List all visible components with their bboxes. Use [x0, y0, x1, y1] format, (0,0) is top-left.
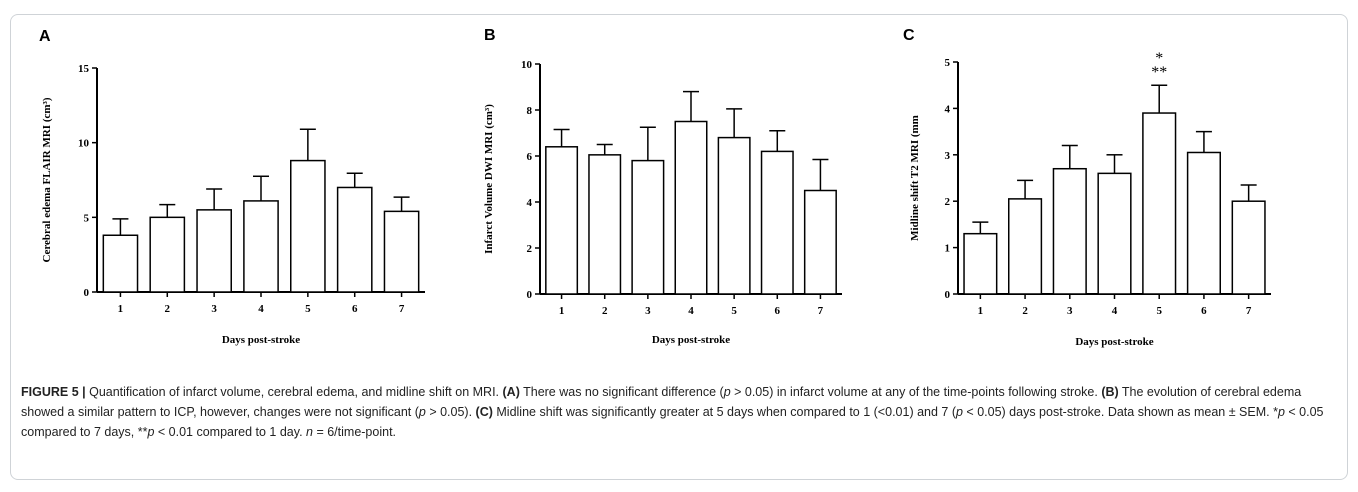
- caption-segment: p: [418, 405, 426, 419]
- bar: [1231, 200, 1266, 295]
- y-tick-label: 2: [527, 243, 533, 255]
- bar: [1142, 112, 1177, 295]
- bar: [803, 189, 837, 295]
- x-tick-label: 2: [602, 305, 608, 317]
- bar: [1052, 167, 1087, 295]
- x-tick-label: 4: [1112, 305, 1118, 317]
- caption-segment: < 0.01 compared to 1 day.: [154, 425, 307, 439]
- caption-segment: p: [723, 385, 731, 399]
- caption-segment: = 6/time-point.: [312, 425, 397, 439]
- bar: [243, 200, 279, 293]
- y-tick-label: 0: [945, 289, 951, 301]
- x-axis-title: Days post-stroke: [222, 334, 300, 346]
- bar: [760, 150, 794, 295]
- y-tick-label: 10: [78, 138, 90, 150]
- x-tick-label: 3: [1067, 305, 1073, 317]
- x-axis-title: Days post-stroke: [1075, 336, 1153, 348]
- bar: [196, 209, 232, 293]
- bar: [149, 216, 186, 293]
- y-axis-title: Midline shift T2 MRI (mm: [909, 115, 921, 241]
- x-tick-label: 4: [258, 303, 264, 315]
- caption-segment: p: [956, 405, 963, 419]
- x-tick-label: 5: [731, 305, 737, 317]
- x-tick-label: 3: [211, 303, 217, 315]
- bar: [336, 186, 373, 293]
- caption-segment: (B): [1101, 385, 1119, 399]
- caption-segment: Quantification of infarct volume, cerebr…: [85, 385, 503, 399]
- x-tick-label: 4: [688, 305, 694, 317]
- x-tick-label: 7: [818, 305, 824, 317]
- bar: [588, 154, 622, 295]
- bar: [545, 146, 579, 295]
- bar: [674, 120, 708, 295]
- y-tick-label: 3: [945, 150, 951, 162]
- x-tick-label: 6: [352, 303, 358, 315]
- x-axis-title: Days post-stroke: [652, 334, 730, 346]
- x-tick-label: 5: [1156, 305, 1162, 317]
- y-tick-label: 5: [945, 57, 951, 69]
- y-tick-label: 15: [78, 63, 90, 75]
- caption-segment: < 0.05) days post-stroke. Data shown as …: [962, 405, 1278, 419]
- caption-segment: > 0.05) in infarct volume at any of the …: [730, 385, 1102, 399]
- caption-segment: There was no significant difference (: [519, 385, 724, 399]
- x-tick-label: 6: [1201, 305, 1207, 317]
- panel-letter: C: [903, 27, 915, 44]
- y-tick-label: 6: [527, 151, 533, 163]
- y-tick-label: 8: [527, 105, 533, 117]
- significance-marker: **: [1151, 64, 1167, 81]
- bar: [963, 232, 998, 295]
- y-tick-label: 4: [527, 197, 533, 209]
- bar: [1008, 198, 1043, 295]
- caption-text: Quantification of infarct volume, cerebr…: [21, 385, 1323, 439]
- x-tick-label: 1: [978, 305, 984, 317]
- y-axis-title: Cerebral edema FLAIR MRI (cm³): [41, 97, 53, 262]
- bar: [383, 210, 420, 293]
- caption-segment: The evolution of cerebral edema showed a…: [21, 385, 1302, 419]
- x-tick-label: 1: [118, 303, 124, 315]
- panel-letter: A: [39, 28, 51, 45]
- y-tick-label: 2: [945, 196, 951, 208]
- x-tick-label: 7: [1246, 305, 1252, 317]
- bar: [102, 234, 139, 293]
- panel-letter: B: [484, 27, 496, 44]
- caption-segment: Midline shift was significantly greater …: [492, 405, 956, 419]
- x-tick-label: 2: [1022, 305, 1028, 317]
- figure-caption: FIGURE 5 | Quantification of infarct vol…: [21, 382, 1339, 442]
- x-tick-label: 2: [165, 303, 171, 315]
- y-tick-label: 10: [521, 59, 533, 71]
- bar: [1186, 151, 1221, 295]
- x-tick-label: 3: [645, 305, 651, 317]
- y-tick-label: 4: [945, 103, 951, 115]
- x-tick-label: 1: [559, 305, 565, 317]
- caption-label: FIGURE 5 |: [21, 385, 86, 399]
- caption-segment: > 0.05).: [425, 405, 476, 419]
- caption-segment: p: [1277, 405, 1285, 419]
- y-axis-title: Infarct Volume DWI MRI (cm³): [483, 104, 495, 254]
- caption-segment: p: [147, 425, 155, 439]
- caption-segment: (C): [475, 405, 493, 419]
- caption-segment: n: [306, 425, 313, 439]
- significance-marker: *: [1155, 50, 1163, 67]
- bar: [717, 136, 751, 295]
- y-tick-label: 5: [84, 212, 90, 224]
- y-tick-label: 0: [527, 289, 533, 301]
- y-tick-label: 0: [84, 287, 90, 299]
- x-tick-label: 5: [305, 303, 311, 315]
- bar: [290, 159, 326, 293]
- bar: [1097, 172, 1132, 295]
- caption-segment: (A): [502, 385, 520, 399]
- x-tick-label: 7: [399, 303, 405, 315]
- caption-segment: < 0.05 compared to 7 days, **: [21, 405, 1324, 439]
- x-tick-label: 6: [775, 305, 781, 317]
- y-tick-label: 1: [945, 243, 951, 255]
- bar: [631, 159, 665, 295]
